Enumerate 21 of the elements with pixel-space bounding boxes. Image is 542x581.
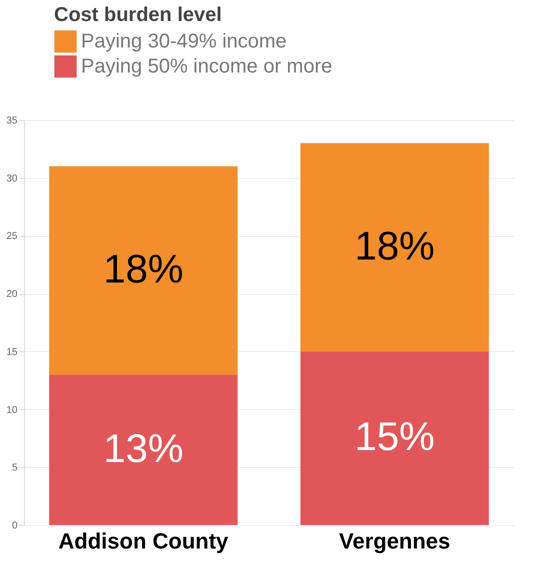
legend-label: Paying 50% income or more [81,56,332,78]
legend-title: Cost burden level [54,4,222,26]
legend-label: Paying 30-49% income [81,30,287,52]
bar [300,351,489,525]
data-label: 15% [354,415,435,460]
y-tick-label: 30 [6,173,18,184]
y-tick-label: 5 [12,462,18,474]
x-tick-label: Vergennes [339,528,450,554]
y-tick-label: 35 [6,116,18,126]
data-label: 18% [354,224,435,268]
bar [300,143,489,352]
data-label: 18% [103,247,184,292]
bar [49,166,238,375]
y-tick-label: 15 [6,346,18,358]
data-label: 13% [103,426,184,471]
x-tick-label: Addison County [58,528,230,554]
y-tick-label: 10 [6,404,18,416]
y-tick-label: 25 [6,231,18,242]
y-tick-label: 0 [12,520,18,532]
y-tick-label: 20 [6,289,18,300]
bar [49,374,238,525]
